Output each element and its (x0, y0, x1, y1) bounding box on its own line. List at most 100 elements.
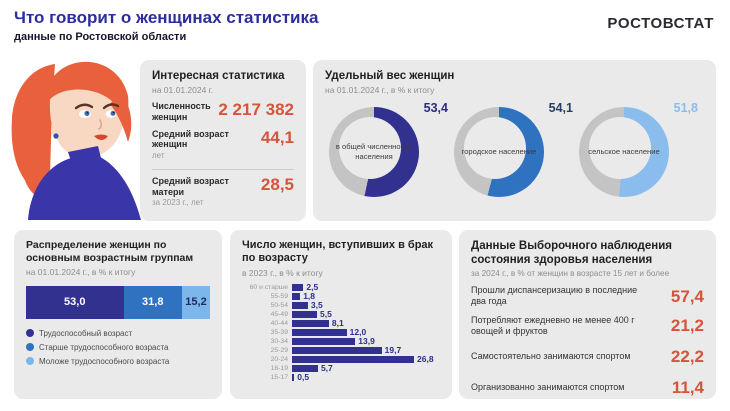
stat-label: Средний возраст женщин (152, 128, 229, 150)
panel-health-survey: Данные Выборочного наблюдения состояния … (459, 230, 716, 399)
age-tick-label: 40-44 (270, 319, 288, 327)
legend-item: Старше трудоспособного возраста (26, 343, 210, 352)
panel-share-of-women: Удельный вес женщин на 01.01.2024 г., в … (313, 60, 716, 221)
bar-row: 25-29 19,7 (242, 345, 440, 355)
stat-row-women-count: Численность женщин 2 217 382 (152, 101, 294, 123)
legend: Трудоспособный возраст Старше трудоспосо… (26, 329, 210, 366)
health-row: Организованно занимаются спортом 11,4 (471, 379, 704, 396)
stat-row-avg-age-women: Средний возраст женщин лет 44,1 (152, 129, 294, 161)
bar (292, 328, 347, 336)
donut-label: городское население (461, 147, 537, 157)
panel-marriages-by-age: Число женщин, вступивших в брак по возра… (230, 230, 452, 399)
bar (292, 319, 329, 327)
donut-hole (339, 117, 401, 180)
legend-dot-icon (26, 329, 34, 338)
panel-title: Число женщин, вступивших в брак по возра… (242, 239, 434, 265)
stat-note: лет (152, 151, 165, 161)
bar (292, 283, 304, 291)
bar-row: 15-17 0,5 (242, 372, 440, 383)
donut-label: сельское население (588, 147, 660, 157)
bar-value: 2,5 (306, 282, 319, 293)
health-value: 21,2 (670, 316, 704, 336)
health-value: 57,4 (670, 286, 704, 306)
legend-dot-icon (26, 357, 34, 366)
eyes (74, 103, 120, 118)
age-tick-label: 30-34 (270, 337, 288, 345)
bar-row: 20-24 26,8 (242, 354, 440, 365)
panel-title: Интересная статистика (152, 70, 285, 82)
panel-subtitle: на 01.01.2024 г. (152, 85, 214, 96)
legend-dot-icon (26, 343, 34, 352)
age-tick-label: 15-17 (270, 373, 288, 381)
bar-value: 13,9 (358, 336, 375, 347)
health-row: Прошли диспансеризацию в последние два г… (471, 285, 704, 308)
donut-urban-population: городское население 54,1 (450, 101, 575, 203)
health-label: Самостоятельно занимаются спортом (471, 350, 631, 361)
bar-value: 8,1 (331, 318, 344, 329)
legend-label: Моложе трудоспособного возраста (39, 356, 170, 366)
panel-subtitle: на 01.01.2024 г., в % к итогу (325, 85, 435, 96)
bar-value: 0,5 (297, 372, 310, 383)
bar-value: 26,8 (417, 354, 434, 365)
nose-and-lips (94, 119, 108, 140)
panel-title: Данные Выборочного наблюдения состояния … (471, 240, 672, 267)
panel-title: Распределение женщин по основным возраст… (26, 239, 194, 264)
rostovstat-logo: РОСТОВСТАТ (607, 15, 714, 32)
bar-row: 45-49 5,5 (242, 309, 440, 319)
health-row: Потребляют ежедневно не менее 400 г овощ… (471, 315, 704, 338)
stat-label: Численность женщин (152, 101, 211, 122)
panel-subtitle: за 2024 г., в % от женщин в возрасте 15 … (471, 269, 670, 279)
bar-row: 18-19 5,7 (242, 363, 440, 374)
stat-value: 28,5 (260, 174, 294, 194)
bar-row: 50-54 3,5 (242, 300, 440, 310)
bar (292, 292, 301, 300)
bar-row: 30-34 13,9 (242, 336, 440, 347)
segment-working-age: 53,0 (26, 285, 124, 319)
legend-item: Трудоспособный возраст (26, 329, 210, 338)
legend-label: Старше трудоспособного возраста (39, 342, 169, 352)
donut-total-population: в общей численности населения 53,4 (325, 101, 450, 203)
donut-value: 54,1 (548, 101, 573, 116)
page-subtitle: данные по Ростовской области (14, 31, 187, 43)
age-tick-label: 60 и старше (249, 283, 288, 291)
panel-interesting-stats: Интересная статистика на 01.01.2024 г. Ч… (140, 60, 306, 221)
health-label: Прошли диспансеризацию в последние два г… (471, 285, 638, 307)
donut-hole (464, 117, 526, 180)
bar (292, 301, 308, 309)
age-tick-label: 20-24 (270, 355, 288, 363)
segment-value: 53,0 (64, 296, 86, 309)
sweater (28, 146, 141, 220)
donut-label: в общей численности населения (335, 142, 413, 162)
woman-avatar-illustration (11, 61, 141, 220)
legend-label: Трудоспособный возраст (39, 328, 133, 338)
stat-value: 2 217 382 (218, 100, 294, 120)
segment-value: 15,2 (185, 296, 207, 309)
bar (292, 337, 356, 345)
donut-value: 53,4 (423, 101, 448, 116)
segment-below-working-age: 15,2 (182, 285, 210, 319)
panel-title: Удельный вес женщин (325, 70, 455, 82)
bar-row: 35-39 12,0 (242, 327, 440, 337)
bar (292, 310, 318, 318)
bar (292, 346, 382, 354)
panel-age-groups: Распределение женщин по основным возраст… (14, 230, 222, 399)
bar-value: 1,8 (303, 291, 316, 302)
divider (152, 168, 294, 170)
health-value: 11,4 (671, 378, 704, 398)
segment-value: 31,8 (142, 296, 164, 309)
bar-value: 5,7 (320, 363, 333, 374)
bar-row: 55-59 1,8 (242, 291, 440, 302)
panel-subtitle: в 2023 г., в % к итогу (242, 267, 323, 278)
segment-above-working-age: 31,8 (123, 285, 183, 319)
stat-label: Средний возраст матери (152, 175, 229, 197)
stat-value: 44,1 (260, 127, 294, 147)
bar-chart: 60 и старше 2,5 55-59 1,8 50-54 3,5 45-49 5,… (242, 282, 440, 383)
health-value: 22,2 (670, 347, 704, 367)
age-tick-label: 45-49 (270, 310, 288, 318)
health-label: Организованно занимаются спортом (471, 381, 625, 392)
age-tick-label: 18-19 (270, 364, 288, 372)
stacked-bar: 53,0 31,8 15,2 (26, 285, 210, 319)
donut-rural-population: сельское население 51,8 (575, 101, 700, 203)
legend-item: Моложе трудоспособного возраста (26, 357, 210, 366)
